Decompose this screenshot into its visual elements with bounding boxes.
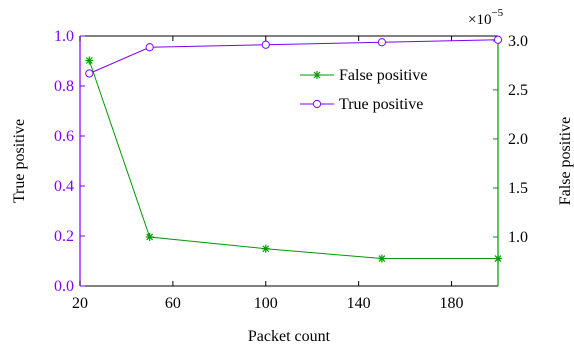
data-series [85, 35, 503, 263]
y-left-tick-label: 0.2 [54, 228, 74, 245]
y-axis-label-left: True positive [11, 119, 28, 203]
right-axis-exponent: −5 [491, 7, 503, 19]
legend: False positive True positive [300, 67, 427, 113]
y-right-tick-label: 2.0 [508, 131, 528, 148]
legend-label-false-positive: False positive [339, 67, 427, 84]
data-point-true-positive [145, 43, 154, 52]
y-left-tick-label: 0.6 [54, 128, 74, 145]
data-point-false-positive [145, 232, 154, 241]
y-left-tick-label: 1.0 [54, 28, 74, 45]
legend-marker-false-positive [313, 71, 321, 79]
data-point-true-positive [377, 38, 386, 47]
axis-ticks: 20 60 100 140 180 0.0 0.2 0.4 0.6 0.8 1.0 1.0 1.5 2.0… [54, 28, 528, 312]
x-tick-label: 20 [72, 295, 88, 312]
x-tick-label: 180 [440, 295, 464, 312]
legend-label-true-positive: True positive [339, 96, 423, 113]
series-line-false-positive [88, 60, 498, 260]
x-tick-label: 60 [165, 295, 181, 312]
x-tick-label: 140 [347, 295, 371, 312]
data-point-false-positive [377, 254, 386, 263]
data-point-false-positive [85, 56, 94, 65]
legend-marker-true-positive [312, 99, 322, 109]
data-point-false-positive [494, 254, 502, 263]
y-left-tick-label: 0.8 [54, 78, 74, 95]
data-point-true-positive [261, 40, 270, 49]
y-left-tick-label: 0.4 [54, 178, 74, 195]
data-point-false-positive [261, 244, 270, 253]
data-point-true-positive [493, 35, 503, 44]
x-tick-label: 100 [254, 295, 278, 312]
data-point-true-positive [85, 69, 94, 78]
legend-asterisk [313, 71, 321, 79]
x-axis-label: Packet count [248, 328, 331, 345]
y-right-tick-label: 3.0 [508, 33, 528, 50]
y-axis-label-right: False positive [557, 117, 574, 205]
y-left-tick-label: 0.0 [54, 278, 74, 295]
y-right-tick-label: 2.5 [508, 82, 528, 99]
y-right-tick-label: 1.5 [508, 180, 528, 197]
right-axis-multiplier: ×10−5 [468, 7, 504, 28]
y-right-tick-label: 1.0 [508, 229, 528, 246]
